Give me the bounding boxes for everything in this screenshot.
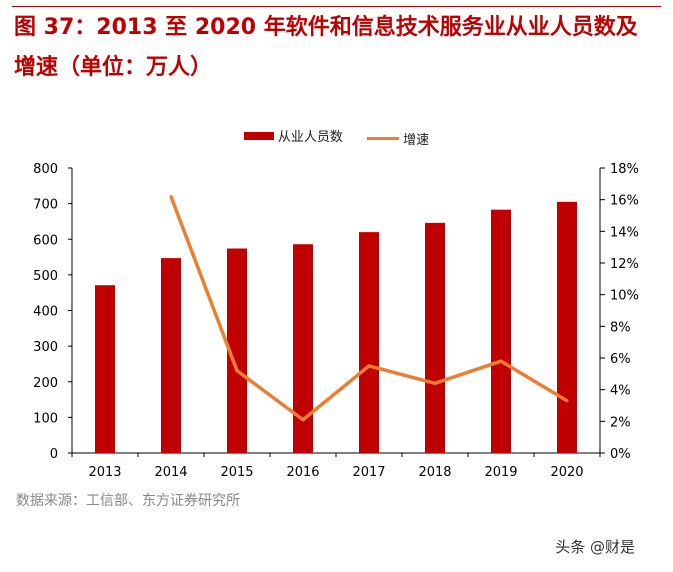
bar-2018 — [425, 222, 445, 453]
legend-bar-swatch — [243, 131, 274, 140]
x-tick-label: 2020 — [550, 465, 583, 480]
x-tick-label: 2017 — [352, 465, 385, 480]
growth-point — [433, 381, 437, 385]
bar-2014 — [161, 258, 181, 453]
growth-point — [367, 364, 371, 368]
growth-point — [301, 418, 305, 422]
left-tick-label: 400 — [33, 305, 58, 320]
right-tick-label: 12% — [610, 257, 639, 272]
x-tick-label: 2013 — [88, 465, 121, 480]
legend-item-line: 增速 — [367, 129, 429, 148]
growth-point — [499, 359, 503, 363]
left-tick-label: 700 — [33, 198, 58, 213]
legend: 从业人员数 增速 — [0, 126, 673, 148]
x-tick-label: 2016 — [286, 465, 319, 480]
right-tick-label: 16% — [610, 194, 639, 209]
growth-point — [235, 369, 239, 373]
x-tick-label: 2015 — [220, 465, 253, 480]
bar-2016 — [293, 244, 313, 453]
title-rule — [12, 6, 661, 7]
left-tick-label: 500 — [33, 269, 58, 284]
right-tick-label: 4% — [610, 384, 631, 399]
right-tick-label: 6% — [610, 352, 631, 367]
left-tick-label: 200 — [33, 376, 58, 391]
bar-2017 — [359, 232, 379, 453]
legend-line-label: 增速 — [403, 132, 430, 148]
legend-line-swatch — [367, 136, 400, 140]
right-tick-label: 10% — [610, 289, 639, 304]
watermark: 头条 @财是 — [555, 538, 635, 556]
left-tick-label: 600 — [33, 233, 58, 248]
bar-2013 — [95, 285, 115, 453]
growth-point — [169, 195, 173, 198]
bar-2020 — [557, 201, 577, 453]
right-tick-label: 0% — [610, 447, 631, 462]
x-tick-label: 2014 — [154, 465, 187, 480]
right-tick-label: 8% — [610, 320, 631, 335]
x-tick-label: 2019 — [484, 465, 517, 480]
legend-item-bar: 从业人员数 — [243, 126, 343, 145]
legend-bar-label: 从业人员数 — [277, 130, 343, 145]
x-tick-label: 2018 — [418, 465, 451, 480]
right-tick-label: 14% — [610, 225, 639, 240]
left-tick-label: 300 — [33, 340, 58, 355]
right-tick-label: 2% — [610, 415, 631, 430]
left-tick-label: 800 — [33, 162, 58, 177]
bar-2015 — [227, 248, 247, 453]
right-tick-label: 18% — [610, 162, 639, 177]
bar-2019 — [491, 209, 511, 453]
left-tick-label: 100 — [33, 411, 58, 426]
growth-point — [565, 399, 569, 403]
source-note: 数据来源：工信部、东方证券研究所 — [16, 493, 240, 509]
left-tick-label: 0 — [50, 447, 58, 462]
chart-title: 图 37：2013 至 2020 年软件和信息技术服务业从业人员数及增速（单位：… — [14, 15, 638, 80]
